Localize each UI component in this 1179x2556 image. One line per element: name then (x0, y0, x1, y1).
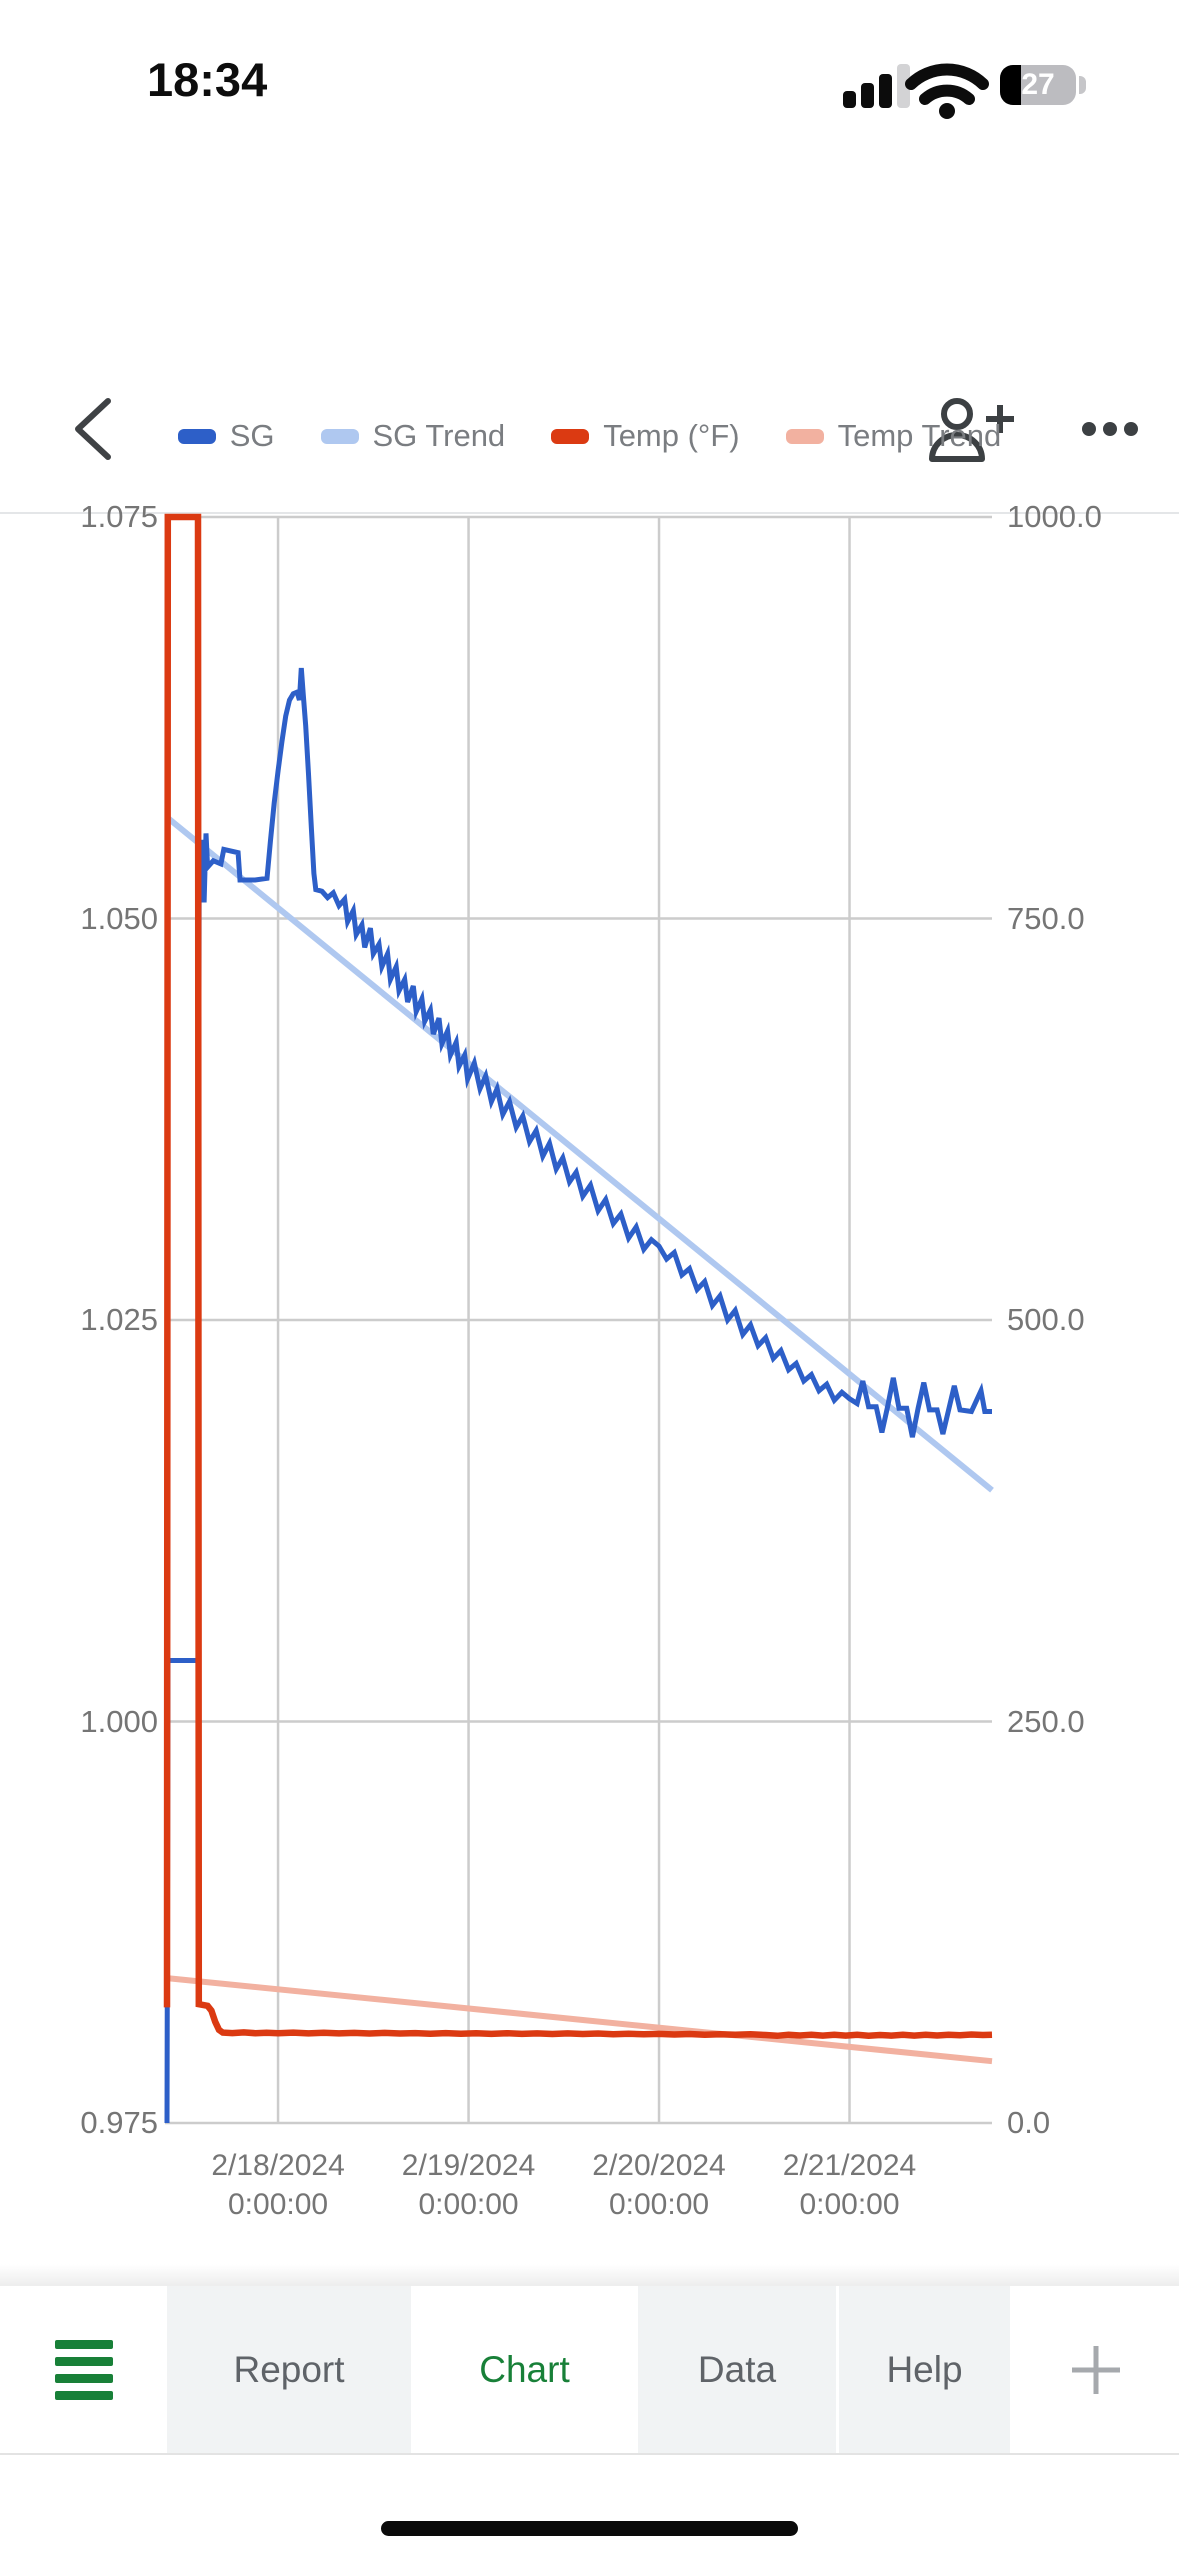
nav-divider (0, 512, 1179, 514)
legend-label: SG (229, 418, 275, 453)
tab-chart[interactable]: Chart (414, 2286, 635, 2453)
temp-swatch (551, 428, 590, 444)
sheets-menu-icon (54, 2339, 113, 2400)
legend-item-sg: SG (177, 418, 275, 454)
status-bar: 18:34 27 (0, 0, 1179, 160)
tab-data[interactable]: Data (638, 2286, 836, 2453)
clock: 18:34 (147, 53, 268, 106)
legend-label: SG Trend (372, 418, 506, 453)
legend-item-temp: Temp (°F) (551, 418, 740, 454)
all-sheets-menu-button[interactable] (0, 2286, 167, 2453)
series-temp-trend (166, 1975, 993, 2065)
chart-legend: SG SG Trend Temp (°F) Temp Trend (0, 412, 1179, 460)
sheet-tab-bar: Report Chart Data Help (0, 2264, 1179, 2455)
wifi-icon (905, 63, 989, 119)
legend-item-temp-trend: Temp Trend (785, 418, 1002, 454)
back-button[interactable] (50, 385, 140, 475)
nav-bar (0, 160, 1179, 514)
tab-report[interactable]: Report (167, 2286, 411, 2453)
battery-indicator: 27 (1000, 65, 1086, 105)
legend-item-sg-trend: SG Trend (320, 418, 506, 454)
battery-nub (1079, 76, 1086, 94)
person-add-icon[interactable] (915, 375, 1025, 485)
series-sg (164, 667, 992, 2124)
legend-label: Temp Trend (837, 418, 1002, 453)
series-sg-trend (165, 814, 994, 1493)
series-temp-f- (163, 513, 993, 2040)
home-indicator[interactable] (381, 2521, 798, 2536)
ellipsis-icon[interactable] (1065, 385, 1155, 475)
sg-trend-swatch (320, 428, 359, 444)
tab-help[interactable]: Help (839, 2286, 1010, 2453)
legend-label: Temp (°F) (603, 418, 740, 453)
add-sheet-button[interactable] (1013, 2286, 1179, 2453)
battery-percent: 27 (1021, 68, 1055, 101)
battery-body (1000, 65, 1076, 105)
plus-icon (1072, 2345, 1120, 2394)
temp-trend-swatch (785, 428, 824, 444)
battery-fill (1000, 65, 1021, 105)
cellular-signal-icon (843, 64, 910, 108)
sg-swatch (177, 428, 216, 444)
